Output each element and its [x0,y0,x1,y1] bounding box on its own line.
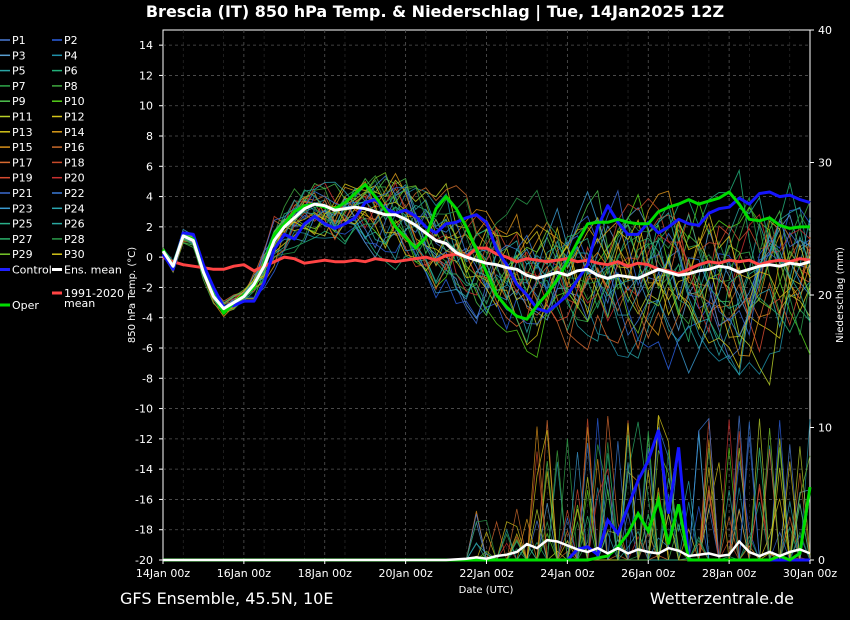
y-tick-label: 2 [146,221,153,234]
legend-label: P4 [64,49,78,62]
legend-label: P9 [12,95,26,108]
x-tick-label: 26Jan 00z [621,567,675,580]
temp-line-oper [161,183,810,321]
y-tick-label: -18 [135,524,153,537]
legend-label: P7 [12,80,26,93]
legend-label: P16 [64,141,85,154]
y-tick-label: 12 [139,69,153,82]
x-tick-label: 22Jan 00z [459,567,513,580]
y-axis-label: 850 hPa Temp. (°C) [127,247,138,343]
legend-label: P1 [12,34,26,47]
legend-label: P23 [12,202,33,215]
temp-line-control [161,190,811,314]
x-axis-ticks: 14Jan 00z 16Jan 00z 18Jan 00z 20Jan 00z 22Ja… [136,560,837,580]
y-axis-ticks: 14 12 10 8 6 4 2 0 -2 -4 -6 -8 -10 -12 -14 -16 -18 -20 [135,39,163,567]
y-tick-label: -16 [135,493,153,506]
legend-label: P2 [64,34,78,47]
x-tick-label: 30Jan 00z [783,567,837,580]
legend-label: Oper [12,299,39,312]
y-tick-label: -12 [135,433,153,446]
temp-line-ens-mean [161,202,811,311]
legend-label: P21 [12,187,33,200]
legend-label: P10 [64,95,85,108]
precip-line-ens-mean [163,538,811,562]
y2-axis-ticks: 40 30 20 10 0 [810,24,832,567]
legend-label: P11 [12,111,33,124]
legend: P1 P2 P3 P4 P5 P6 P7 P8 P9 P10 P11 P12 P13 P14 P15 P16 P… [0,34,124,312]
legend-label: P15 [12,141,33,154]
x-tick-label: 14Jan 00z [136,567,190,580]
precip-line-oper [163,486,812,562]
x-tick-label: 28Jan 00z [702,567,756,580]
y2-tick-label: 30 [818,157,832,170]
y-tick-label: 10 [139,100,153,113]
y-tick-label: -14 [135,463,153,476]
y-tick-label: 4 [146,191,153,204]
y-tick-label: 0 [146,251,153,264]
legend-label: P19 [12,172,33,185]
y-tick-label: -20 [135,554,153,567]
legend-label: 1991-2020 [64,287,124,300]
legend-label: P28 [64,233,85,246]
y2-tick-label: 10 [818,422,832,435]
footer-right: Wetterzentrale.de [650,589,794,608]
legend-label: P24 [64,202,85,215]
y2-tick-label: 0 [818,554,825,567]
precipitation-lines [163,429,812,562]
y-tick-label: -10 [135,403,153,416]
y-tick-label: -6 [142,342,153,355]
legend-label: P20 [64,172,85,185]
x-tick-label: 20Jan 00z [379,567,433,580]
x-tick-label: 18Jan 00z [298,567,352,580]
legend-label: P5 [12,65,26,78]
legend-label: P25 [12,218,33,231]
legend-label: Control [12,264,52,277]
x-tick-label: 16Jan 00z [217,567,271,580]
legend-label: mean [64,297,95,310]
y2-tick-label: 20 [818,289,832,302]
legend-label: P18 [64,156,85,169]
legend-label: P22 [64,187,85,200]
y-tick-label: -4 [142,312,153,325]
x-tick-label: 24Jan 00z [540,567,594,580]
legend-label: P13 [12,126,33,139]
footer-left: GFS Ensemble, 45.5N, 10E [120,589,333,608]
y-tick-label: 6 [146,160,153,173]
legend-label: P8 [64,80,78,93]
legend-label: P17 [12,156,33,169]
legend-label: P30 [64,248,85,261]
legend-label: P3 [12,49,26,62]
y-tick-label: 8 [146,130,153,143]
y2-tick-label: 40 [818,24,832,37]
legend-label: P26 [64,218,85,231]
y-tick-label: -2 [142,281,153,294]
chart-title: Brescia (IT) 850 hPa Temp. & Niederschla… [146,2,724,22]
legend-label: P29 [12,248,33,261]
main-series [161,183,811,321]
y-tick-label: 14 [139,39,153,52]
legend-label: P6 [64,65,78,78]
legend-label: P12 [64,111,85,124]
y2-axis-label: Niederschlag (mm) [835,247,846,343]
legend-label: Ens. mean [64,264,122,277]
x-axis-label: Date (UTC) [459,585,514,596]
y-tick-label: -8 [142,372,153,385]
ensemble-member-line [162,172,811,337]
legend-label: P27 [12,233,33,246]
legend-label: P14 [64,126,85,139]
